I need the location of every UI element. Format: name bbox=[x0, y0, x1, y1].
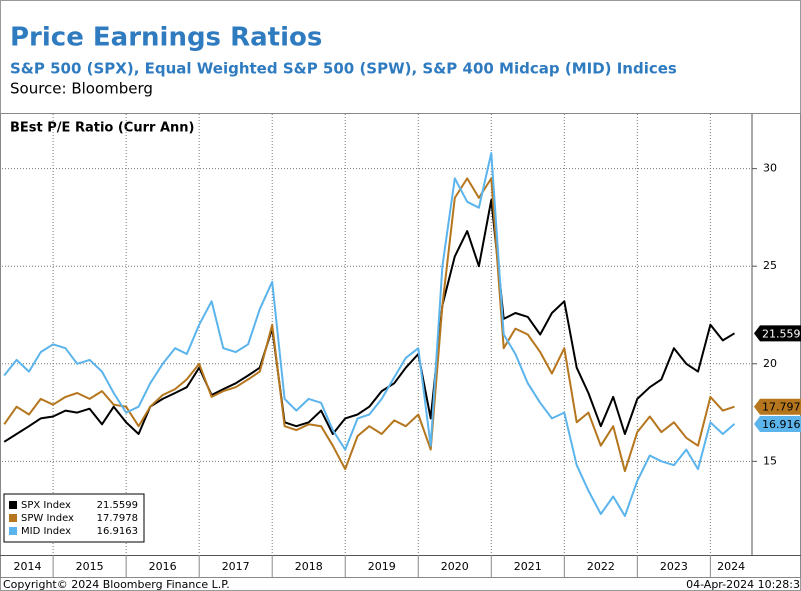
source: Source: Bloomberg bbox=[10, 80, 153, 98]
value-tag: 16.916 bbox=[754, 415, 801, 432]
x-tick-label: 2021 bbox=[514, 560, 542, 573]
legend-label: MID Index bbox=[21, 526, 71, 537]
x-tick-label: 2014 bbox=[14, 560, 42, 573]
series-line bbox=[3, 152, 736, 517]
x-tick-label: 2018 bbox=[295, 560, 323, 573]
series-line bbox=[3, 198, 736, 443]
chart-subtitle: S&P 500 (SPX), Equal Weighted S&P 500 (S… bbox=[10, 60, 677, 78]
tag-shape bbox=[754, 325, 801, 342]
x-tick-label: 2024 bbox=[717, 560, 745, 573]
legend-value: 21.5599 bbox=[97, 500, 138, 511]
x-tick-label: 2016 bbox=[149, 560, 177, 573]
x-tick-label: 2015 bbox=[76, 560, 104, 573]
tag-label: 16.916 bbox=[762, 418, 801, 431]
tag-label: 17.797 bbox=[762, 401, 801, 414]
legend-value: 16.9163 bbox=[97, 526, 138, 537]
value-tag: 17.797 bbox=[754, 398, 801, 415]
x-tick-label: 2022 bbox=[587, 560, 615, 573]
legend-swatch bbox=[9, 514, 17, 522]
legend-swatch bbox=[9, 501, 17, 509]
legend-label: SPX Index bbox=[21, 500, 71, 511]
series-line bbox=[3, 177, 735, 473]
legend-label: SPW Index bbox=[21, 513, 74, 524]
value-tag: 21.559 bbox=[754, 325, 801, 342]
footer-left: Copyright© 2024 Bloomberg Finance L.P. bbox=[3, 578, 230, 591]
legend-swatch bbox=[9, 527, 17, 535]
tag-shape bbox=[754, 398, 801, 415]
x-tick-label: 2020 bbox=[441, 560, 469, 573]
panel-label: BEst P/E Ratio (Curr Ann) bbox=[10, 121, 194, 136]
x-tick-label: 2023 bbox=[660, 560, 688, 573]
y-tick-label: 20 bbox=[763, 357, 777, 370]
y-tick-label: 30 bbox=[763, 162, 777, 175]
y-tick-label: 25 bbox=[763, 259, 777, 272]
footer-right: 04-Apr-2024 10:28:3 bbox=[686, 578, 800, 591]
legend: SPX Index 21.5599 SPW Index 17.7978 MID Inde… bbox=[3, 493, 145, 543]
legend-value: 17.7978 bbox=[97, 513, 138, 524]
x-tick-label: 2017 bbox=[222, 560, 250, 573]
tag-shape bbox=[754, 415, 801, 432]
chart-title: Price Earnings Ratios bbox=[10, 23, 322, 53]
legend-box bbox=[3, 493, 145, 543]
x-tick-label: 2019 bbox=[368, 560, 396, 573]
y-tick-label: 15 bbox=[763, 454, 777, 467]
tag-label: 21.559 bbox=[762, 327, 801, 340]
